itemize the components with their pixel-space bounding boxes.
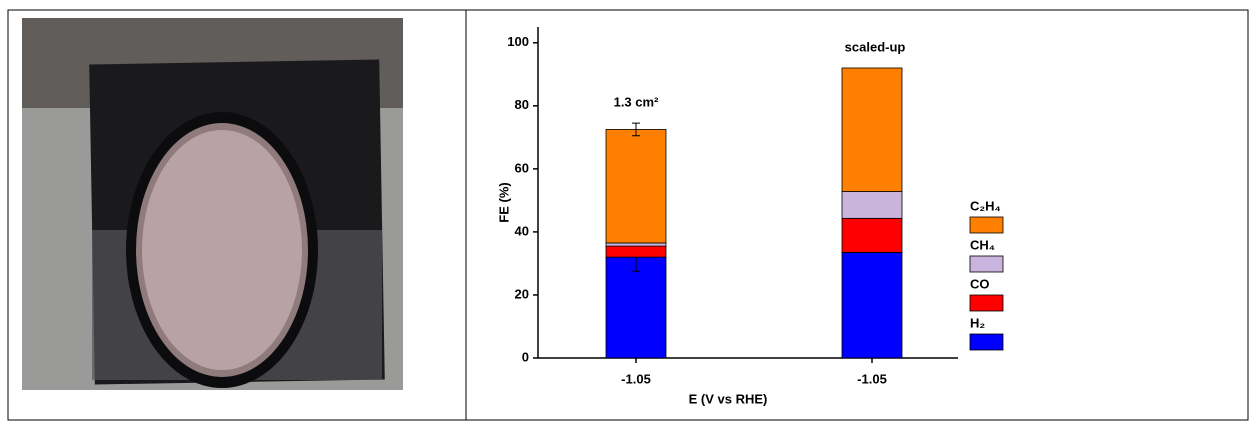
annotation: 1.3 cm² (614, 94, 659, 109)
table-border (7, 9, 1249, 421)
y-tick-label: 0 (522, 349, 529, 364)
legend-swatch (969, 333, 1004, 351)
chart: 0 20 40 60 80 100 FE (%) E (V vs RHE) -1.05 -1.05… (496, 27, 1004, 406)
legend-label: CO (970, 276, 990, 291)
photo (22, 18, 403, 390)
bar-segment (841, 251, 903, 359)
bar-segment (841, 191, 903, 219)
legend-label: H₂ (970, 315, 985, 330)
legend-swatch (969, 255, 1004, 273)
bar-segment (605, 242, 667, 247)
y-axis-label: FE (%) (496, 182, 511, 222)
y-tick-label: 60 (515, 160, 529, 175)
legend-swatch (969, 216, 1004, 234)
x-tick-label: -1.05 (621, 371, 651, 386)
x-tick-label: -1.05 (857, 371, 887, 386)
y-tick-label: 100 (507, 34, 529, 49)
bar-segment (841, 217, 903, 253)
legend-label: CH₄ (970, 237, 995, 252)
legend-label: C₂H₄ (970, 198, 1001, 213)
bar-segment (605, 256, 667, 359)
annotation: scaled-up (845, 39, 906, 54)
y-tick-label: 40 (515, 223, 529, 238)
legend-swatch (969, 294, 1004, 312)
bar-segment (605, 129, 667, 244)
x-axis-label: E (V vs RHE) (689, 391, 768, 406)
y-tick-label: 20 (515, 286, 529, 301)
error-bar (632, 122, 640, 137)
bar-segment (605, 245, 667, 258)
bar-segment (841, 67, 903, 192)
y-tick-label: 80 (515, 97, 529, 112)
